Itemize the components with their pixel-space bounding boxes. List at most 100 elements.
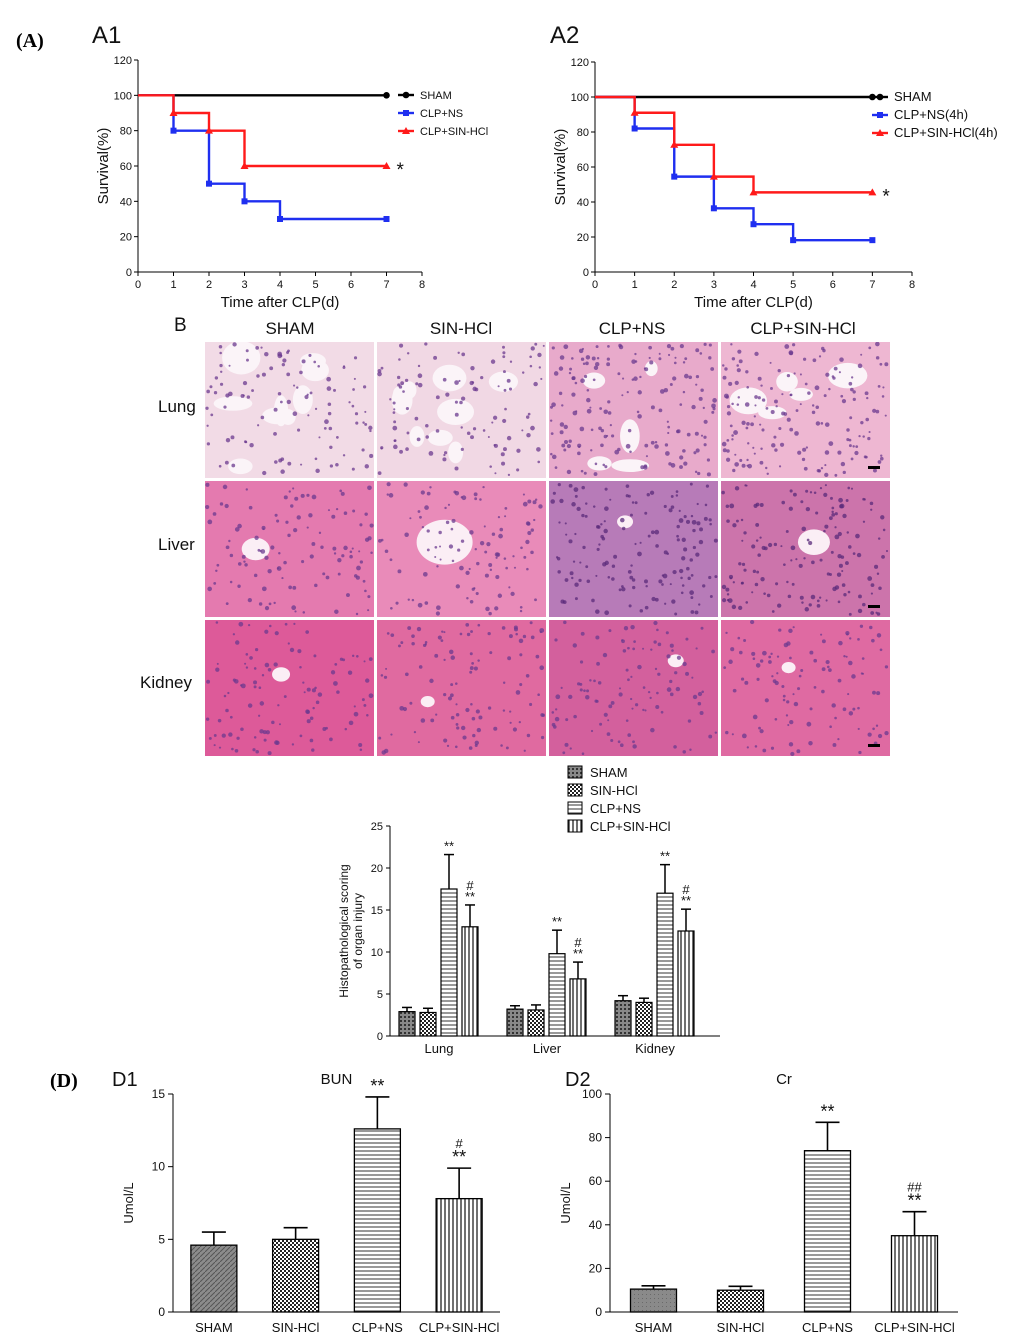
nucleus <box>644 605 649 610</box>
nucleus <box>850 457 854 461</box>
histology-panel: B SHAM SIN-HCl CLP+NS CLP+SIN-HCl Lung L… <box>140 315 890 760</box>
nucleus <box>831 703 836 708</box>
category-label-sham: SHAM <box>635 1320 673 1335</box>
nucleus <box>471 662 475 665</box>
nucleus <box>278 723 281 726</box>
nucleus <box>537 460 541 464</box>
nucleus <box>225 545 230 550</box>
nucleus <box>393 444 398 450</box>
nucleus <box>562 751 566 755</box>
nucleus <box>286 399 291 405</box>
nucleus <box>695 552 700 557</box>
nucleus <box>734 453 737 456</box>
nucleus <box>737 396 741 399</box>
nucleus <box>368 425 373 431</box>
nucleus <box>834 526 837 529</box>
nucleus <box>690 574 694 577</box>
glomerulus-space <box>272 667 291 682</box>
nucleus <box>311 748 315 752</box>
nucleus <box>247 598 252 603</box>
micrograph-liver-clp-sin-hcl <box>721 481 890 617</box>
nucleus <box>526 432 531 438</box>
nucleus <box>314 457 318 461</box>
nucleus <box>823 492 828 497</box>
x-tick-label: 1 <box>632 279 638 291</box>
nucleus <box>215 667 220 672</box>
significance-label: ** <box>907 1191 921 1211</box>
nucleus <box>518 638 524 644</box>
nucleus <box>867 576 873 581</box>
nucleus <box>821 689 825 694</box>
legend-marker <box>876 93 884 101</box>
nucleus <box>644 443 649 448</box>
nucleus <box>309 738 314 743</box>
nucleus <box>778 465 782 468</box>
nucleus <box>386 632 390 635</box>
nucleus <box>703 419 708 424</box>
nucleus <box>317 364 320 368</box>
nucleus <box>745 370 749 374</box>
nucleus <box>770 746 775 750</box>
nucleus <box>846 531 850 534</box>
nucleus <box>277 392 282 396</box>
nucleus <box>621 526 626 531</box>
nucleus <box>392 401 396 405</box>
nucleus <box>664 443 669 447</box>
nucleus <box>315 700 320 705</box>
nucleus <box>875 724 879 727</box>
nucleus <box>674 671 678 675</box>
nucleus <box>650 440 655 445</box>
nucleus <box>630 675 633 678</box>
x-tick-label: 2 <box>206 279 212 291</box>
nucleus <box>460 426 463 429</box>
nucleus <box>632 585 636 590</box>
nucleus <box>627 428 632 433</box>
nucleus <box>681 556 686 561</box>
nucleus <box>649 490 655 495</box>
nucleus <box>242 394 245 397</box>
nucleus <box>218 746 222 749</box>
nucleus <box>253 573 258 578</box>
y-axis-label: Umol/L <box>558 1182 573 1223</box>
legend-swatch-clp-ns <box>567 801 583 815</box>
nucleus <box>634 703 639 707</box>
nucleus <box>816 599 820 603</box>
nucleus <box>482 485 485 489</box>
nucleus <box>474 547 477 551</box>
nucleus <box>335 436 339 439</box>
nucleus <box>484 550 488 554</box>
nucleus <box>509 360 513 363</box>
nucleus <box>869 501 874 506</box>
nucleus <box>793 372 796 375</box>
nucleus <box>331 514 336 519</box>
legend-label-clp-ns-4h: CLP+NS(4h) <box>894 107 968 122</box>
nucleus <box>304 394 309 400</box>
y-tick-label: 0 <box>126 267 132 279</box>
nucleus <box>801 457 806 462</box>
nucleus <box>643 464 648 468</box>
nucleus <box>557 570 561 574</box>
nucleus <box>443 658 446 662</box>
nucleus <box>395 601 399 605</box>
nucleus <box>339 489 343 493</box>
nucleus <box>574 532 577 536</box>
nucleus <box>703 443 707 447</box>
nucleus <box>621 587 626 592</box>
nucleus <box>785 714 789 717</box>
nucleus <box>242 380 248 386</box>
nucleus <box>359 523 363 527</box>
nucleus <box>573 487 579 492</box>
nucleus <box>529 364 533 368</box>
nucleus <box>698 396 703 401</box>
nucleus <box>622 649 627 653</box>
nucleus <box>784 344 790 349</box>
nucleus <box>222 484 228 490</box>
bar-liver-sham <box>506 1008 524 1037</box>
nucleus <box>683 547 688 552</box>
nucleus <box>341 554 345 558</box>
nucleus <box>820 422 824 425</box>
nucleus <box>808 603 812 607</box>
nucleus <box>789 427 794 432</box>
nucleus <box>602 652 608 658</box>
nucleus <box>869 625 873 630</box>
